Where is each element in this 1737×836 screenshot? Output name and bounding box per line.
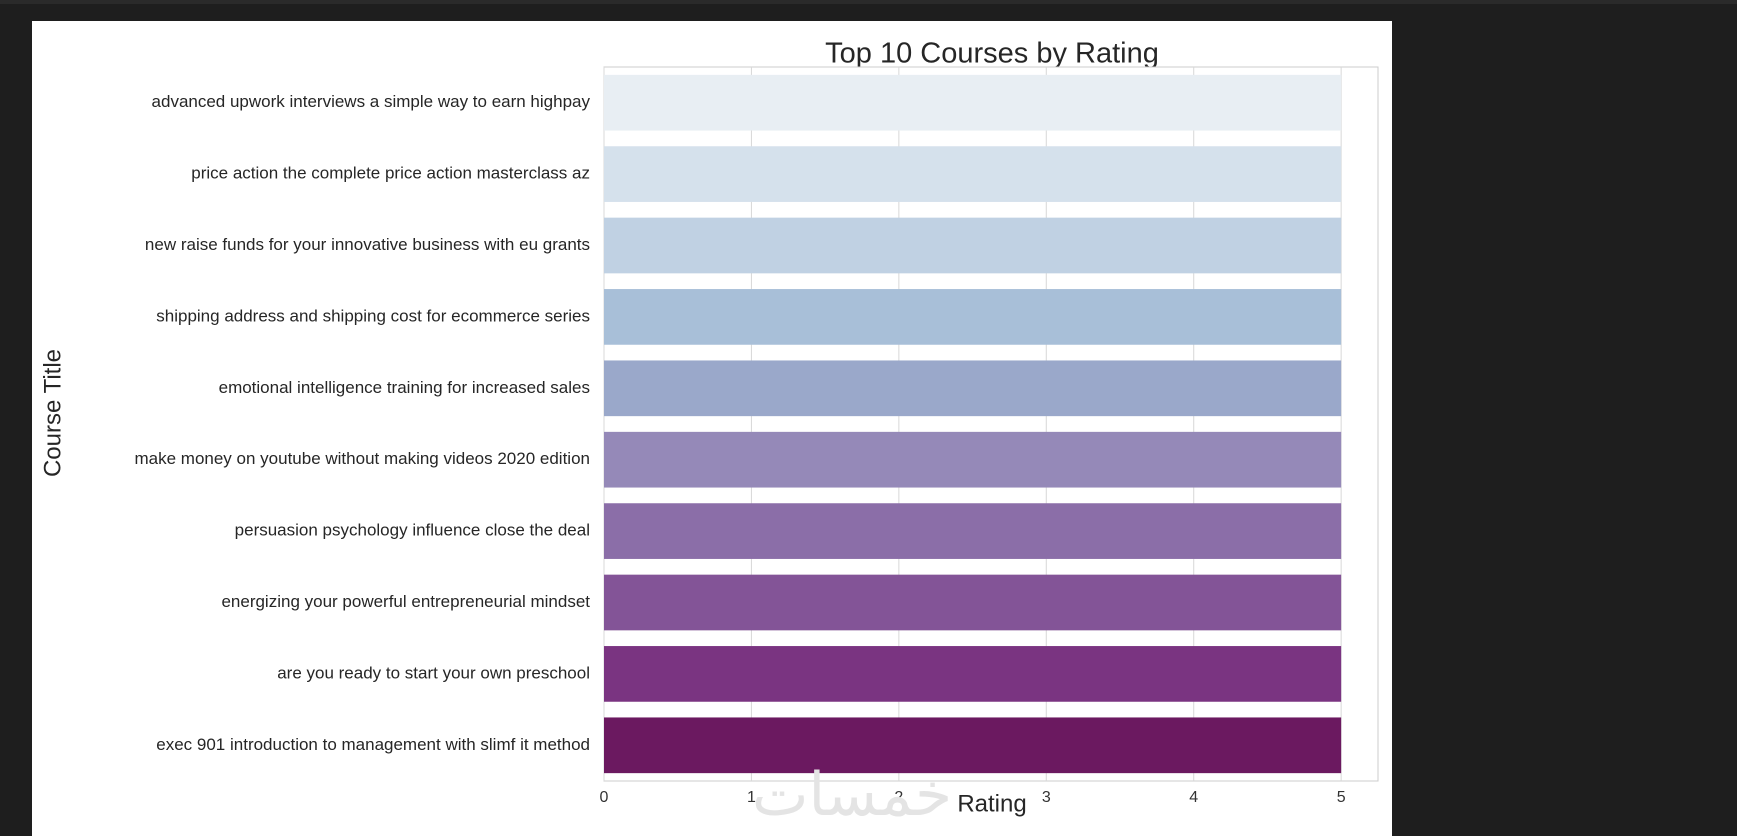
x-tick-label: 5 — [1337, 789, 1346, 806]
bar — [604, 74, 1342, 131]
bars — [604, 74, 1342, 774]
category-label: make money on youtube without making vid… — [134, 449, 590, 468]
x-tick-label: 2 — [894, 789, 903, 806]
category-label: shipping address and shipping cost for e… — [156, 306, 590, 325]
bar — [604, 146, 1342, 202]
bar — [604, 360, 1342, 417]
category-label: advanced upwork interviews a simple way … — [152, 92, 591, 111]
x-axis-label: Rating — [957, 790, 1026, 817]
category-label: are you ready to start your own preschoo… — [277, 663, 590, 682]
bar — [604, 646, 1342, 702]
y-axis-label: Course Title — [39, 349, 66, 477]
bar — [604, 717, 1342, 774]
category-label: energizing your powerful entrepreneurial… — [221, 592, 590, 611]
bar-chart: Top 10 Courses by Rating advanced upwork… — [39, 38, 1379, 817]
bar — [604, 217, 1342, 274]
category-labels: advanced upwork interviews a simple way … — [134, 92, 590, 754]
watermark-text: خمسات — [752, 760, 953, 830]
category-label: price action the complete price action m… — [191, 164, 590, 183]
x-tick-label: 4 — [1189, 789, 1198, 806]
bar — [604, 503, 1342, 559]
bar — [604, 289, 1342, 345]
category-label: new raise funds for your innovative busi… — [145, 235, 590, 254]
x-tick-label: 0 — [600, 789, 609, 806]
x-tick-label: 1 — [747, 789, 756, 806]
chart-figure: Top 10 Courses by Rating advanced upwork… — [32, 21, 1392, 836]
x-tick-label: 3 — [1042, 789, 1051, 806]
bar — [604, 431, 1342, 488]
window-top-strip — [0, 0, 1737, 4]
chart-title: Top 10 Courses by Rating — [825, 38, 1159, 70]
category-label: persuasion psychology influence close th… — [235, 521, 590, 540]
x-tick-labels: 0 1 2 3 4 5 — [600, 789, 1346, 806]
bar — [604, 574, 1342, 631]
category-label: emotional intelligence training for incr… — [219, 378, 590, 397]
category-label: exec 901 introduction to management with… — [156, 735, 590, 754]
